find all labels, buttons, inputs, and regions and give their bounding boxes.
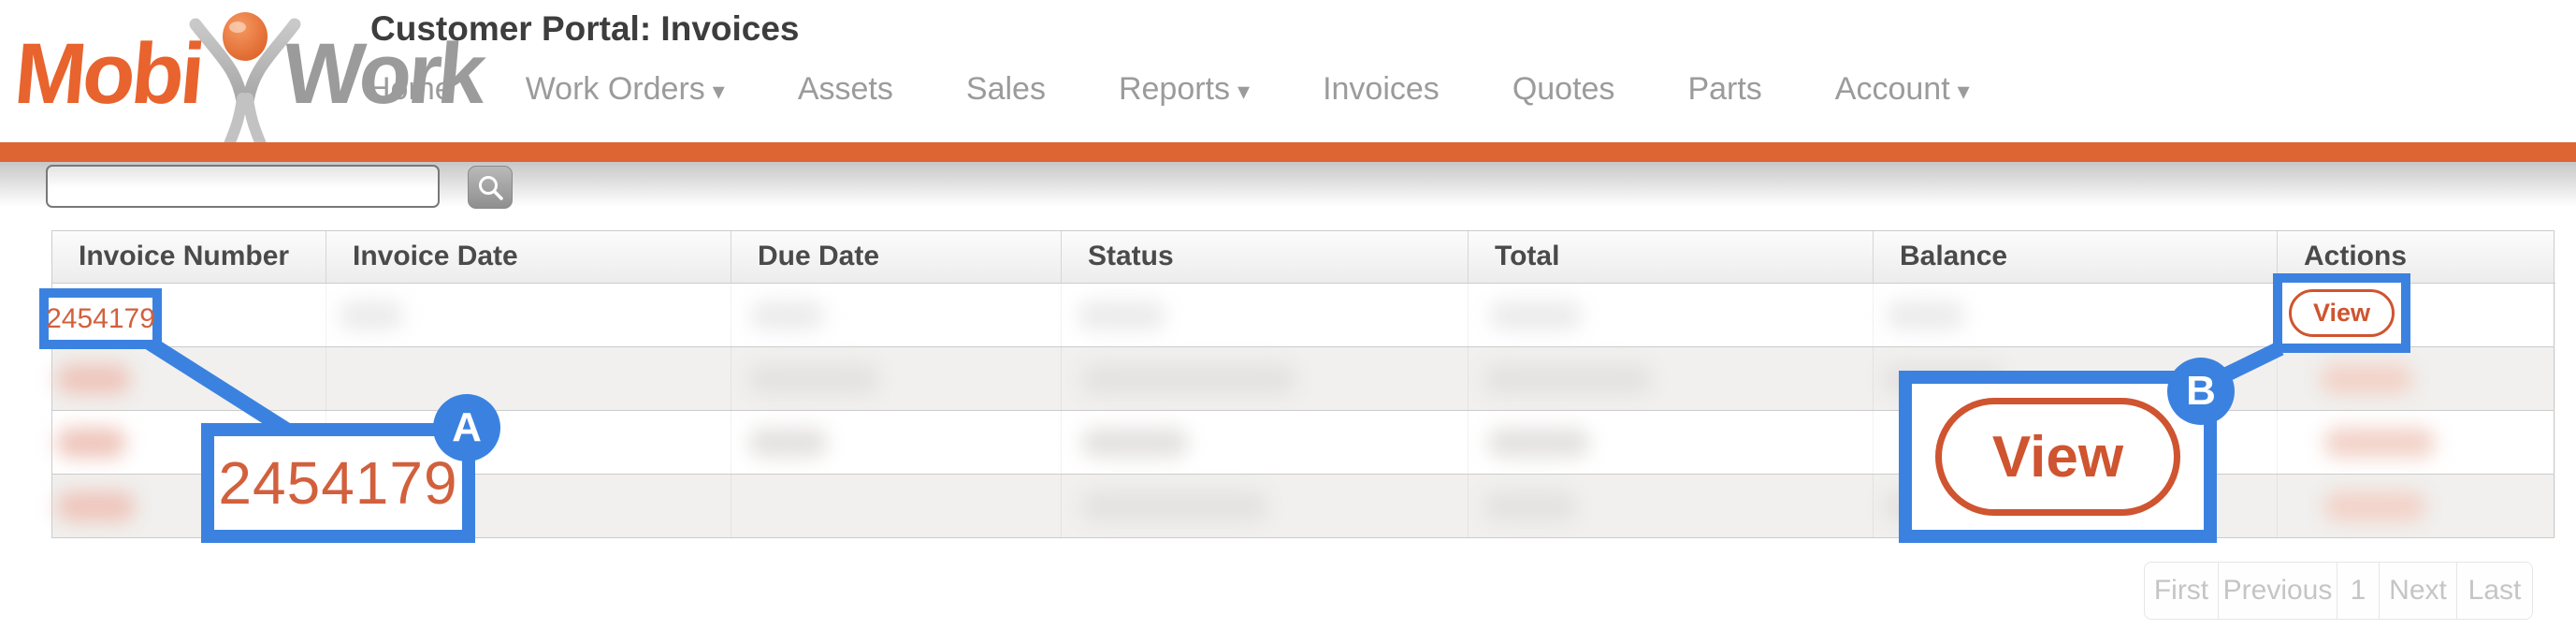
pagination-first-button[interactable]: First bbox=[2144, 562, 2219, 620]
blurred-cell bbox=[1081, 364, 1296, 394]
annotation-b-zoomed-view-button: View bbox=[1935, 398, 2180, 516]
search-button[interactable] bbox=[468, 166, 513, 209]
nav-item-account[interactable]: Account ▾ bbox=[1834, 71, 1970, 107]
annotation-a-badge: A bbox=[433, 394, 500, 461]
column-header-actions: Actions bbox=[2278, 231, 2555, 284]
nav-item-reports[interactable]: Reports ▾ bbox=[1118, 71, 1251, 107]
blurred-view-link bbox=[2323, 491, 2426, 521]
column-header-due-date: Due Date bbox=[731, 231, 1062, 284]
blurred-cell bbox=[748, 364, 879, 394]
blurred-cell bbox=[339, 300, 404, 330]
annotation-a-callout: 2454179 bbox=[201, 423, 475, 543]
column-header-status: Status bbox=[1062, 231, 1469, 284]
accent-bar bbox=[0, 142, 2576, 162]
column-header-invoice-number: Invoice Number bbox=[52, 231, 326, 284]
blurred-cell bbox=[1483, 491, 1577, 521]
logo-text-mobi: Mobi bbox=[10, 25, 206, 122]
nav-item-work-orders[interactable]: Work Orders ▾ bbox=[525, 71, 725, 107]
annotation-a-zoomed-invoice-number: 2454179 bbox=[218, 449, 458, 517]
blurred-invoice-link bbox=[56, 491, 136, 521]
annotation-b-badge: B bbox=[2167, 358, 2235, 425]
blurred-cell bbox=[1483, 364, 1652, 394]
pagination-next-button[interactable]: Next bbox=[2379, 562, 2457, 620]
table-row bbox=[52, 284, 2555, 347]
nav-item-home[interactable]: Home bbox=[368, 71, 453, 107]
annotation-b-callout: View bbox=[1899, 371, 2217, 543]
pagination: First Previous 1 Next Last bbox=[2144, 562, 2533, 620]
invoice-number-highlight-box: 2454179 bbox=[39, 288, 162, 349]
nav-item-invoices[interactable]: Invoices bbox=[1323, 71, 1440, 107]
blurred-view-link bbox=[2323, 428, 2436, 458]
view-button-highlight-box: View bbox=[2273, 273, 2410, 353]
mobiwork-logo: Mobi Work bbox=[11, 6, 485, 146]
pagination-last-button[interactable]: Last bbox=[2456, 562, 2533, 620]
caret-down-icon: ▾ bbox=[1957, 77, 1970, 105]
column-header-balance: Balance bbox=[1874, 231, 2278, 284]
blurred-cell bbox=[1886, 300, 1965, 330]
page-title: Customer Portal: Invoices bbox=[370, 9, 800, 48]
blurred-cell bbox=[1081, 428, 1189, 458]
search-icon bbox=[479, 176, 503, 200]
nav-item-sales[interactable]: Sales bbox=[965, 71, 1046, 107]
pagination-page-1-button[interactable]: 1 bbox=[2337, 562, 2380, 620]
blurred-invoice-link bbox=[56, 364, 131, 394]
caret-down-icon: ▾ bbox=[1237, 77, 1251, 105]
caret-down-icon: ▾ bbox=[712, 77, 725, 105]
logo-person-icon bbox=[189, 12, 301, 146]
table-header-row: Invoice Number Invoice Date Due Date Sta… bbox=[52, 231, 2555, 284]
main-nav: Home Work Orders ▾ Assets Sales Reports ▾ … bbox=[368, 71, 1970, 108]
nav-item-parts[interactable]: Parts bbox=[1687, 71, 1762, 107]
nav-item-quotes[interactable]: Quotes bbox=[1512, 71, 1615, 107]
blurred-view-link bbox=[2320, 364, 2413, 394]
blurred-cell bbox=[750, 300, 825, 330]
blurred-cell bbox=[1078, 300, 1166, 330]
column-header-invoice-date: Invoice Date bbox=[326, 231, 731, 284]
blurred-cell bbox=[1487, 428, 1590, 458]
pagination-previous-button[interactable]: Previous bbox=[2218, 562, 2337, 620]
blurred-invoice-link bbox=[56, 428, 126, 458]
view-button[interactable]: View bbox=[2288, 289, 2395, 337]
search-input[interactable] bbox=[46, 165, 440, 208]
blurred-cell bbox=[1081, 491, 1268, 521]
column-header-total: Total bbox=[1469, 231, 1874, 284]
invoice-number-link[interactable]: 2454179 bbox=[46, 302, 155, 334]
nav-item-assets[interactable]: Assets bbox=[797, 71, 893, 107]
blurred-cell bbox=[748, 428, 828, 458]
blurred-cell bbox=[1489, 300, 1583, 330]
